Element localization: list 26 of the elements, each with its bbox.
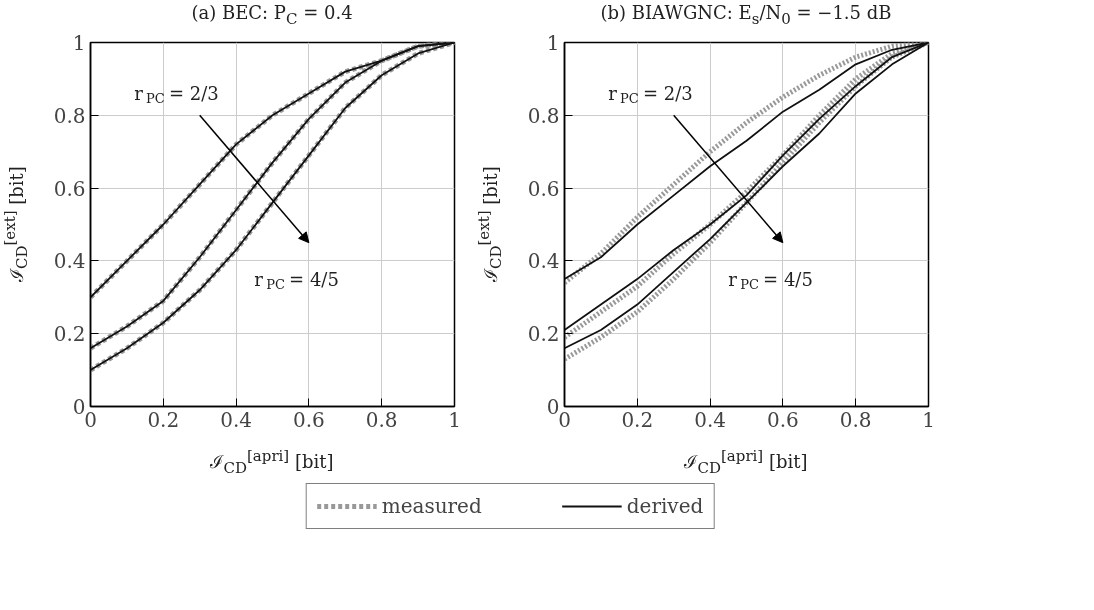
chart-title: (b) BIAWGNC: E$_{s}$/N$_{0}$ = −1.5 dB <box>600 1 892 30</box>
y-tick-label: 0.2 <box>527 322 560 347</box>
y-tick-label: 0.8 <box>527 103 560 128</box>
x-tick-label: 0.6 <box>767 407 799 432</box>
y-tick-label: 0.2 <box>53 322 86 347</box>
y-tick-label: 0.6 <box>527 176 560 201</box>
x-tick-label: 0.8 <box>839 407 872 432</box>
x-tick-label: 0.4 <box>694 407 727 432</box>
x-tick-label: 0.2 <box>621 407 654 432</box>
x-tick-label: 0.2 <box>147 407 180 432</box>
y-tick-label: 0.8 <box>53 103 86 128</box>
y-tick-label: 0.4 <box>527 249 560 274</box>
x-tick-label: 1 <box>448 407 461 432</box>
y-tick-label: 0.6 <box>53 176 86 201</box>
x-axis-title: ℐ$_{CD}$$^{[apri]}$ [bit] <box>684 446 808 479</box>
legend-label: derived <box>626 494 704 518</box>
legend-label: measured <box>381 494 482 518</box>
x-tick-label: 0.8 <box>365 407 398 432</box>
x-tick-label: 0.4 <box>220 407 253 432</box>
chart-title: (a) BEC: P$_{C}$ = 0.4 <box>191 1 353 30</box>
x-tick-label: 0.6 <box>293 407 325 432</box>
y-tick-label: 1 <box>546 31 560 55</box>
y-tick-label: 1 <box>72 31 86 55</box>
y-tick-label: 0.4 <box>53 249 86 274</box>
x-axis-title: ℐ$_{CD}$$^{[apri]}$ [bit] <box>210 446 334 479</box>
x-tick-label: 1 <box>922 407 935 432</box>
